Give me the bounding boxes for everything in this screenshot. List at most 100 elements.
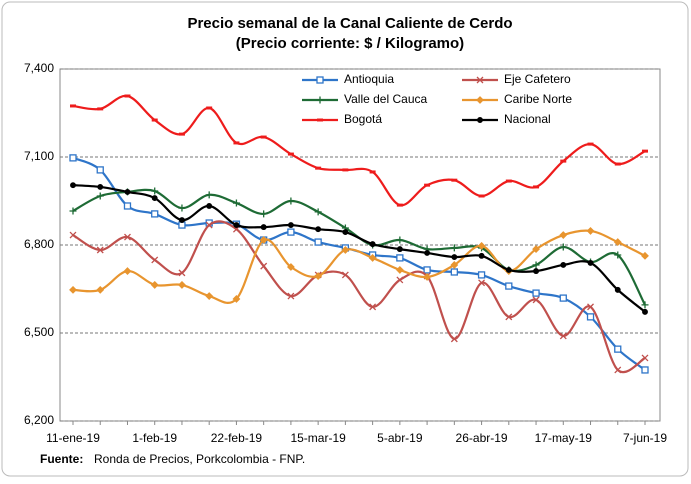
marker	[123, 202, 132, 210]
marker	[123, 267, 132, 276]
marker	[151, 195, 158, 202]
marker	[477, 271, 486, 279]
marker	[314, 272, 323, 281]
marker	[614, 286, 621, 293]
x-tick-label: 11-ene-19	[46, 431, 100, 445]
marker	[451, 254, 458, 260]
legend-label: Bogotá	[344, 112, 382, 126]
marker	[341, 271, 349, 279]
marker	[614, 345, 622, 353]
marker	[587, 259, 594, 266]
marker	[260, 224, 267, 231]
marker	[151, 187, 159, 195]
marker	[641, 251, 649, 260]
marker	[287, 292, 295, 300]
marker	[532, 245, 540, 254]
x-tick-label: 7-jun-19	[623, 431, 667, 445]
marker	[450, 261, 459, 269]
marker	[559, 332, 567, 340]
marker	[368, 253, 377, 262]
marker	[205, 292, 214, 300]
marker	[396, 254, 404, 262]
chart-frame	[1, 1, 689, 477]
chart-title: Precio semanal de la Canal Caliente de C…	[187, 15, 512, 32]
legend-label: Antioquia	[344, 72, 394, 86]
marker	[260, 210, 268, 218]
marker	[124, 233, 131, 241]
series-line	[72, 184, 646, 313]
marker	[641, 366, 649, 374]
y-tick-label: 6,500	[24, 325, 54, 339]
marker	[396, 276, 404, 284]
chart-subtitle: (Precio corriente: $ / Kilogramo)	[236, 35, 464, 52]
x-tick-label: 15-mar-19	[290, 431, 346, 445]
marker	[124, 188, 131, 195]
marker	[532, 296, 540, 304]
marker	[315, 226, 322, 233]
marker	[316, 76, 324, 84]
marker	[287, 228, 295, 236]
marker	[232, 295, 241, 303]
marker	[69, 154, 77, 162]
marker	[151, 210, 159, 218]
marker	[205, 221, 213, 229]
marker	[69, 207, 77, 215]
source-label: Fuente:	[40, 452, 83, 466]
marker	[314, 238, 322, 246]
marker	[69, 231, 77, 239]
y-tick-label: 6,800	[24, 237, 54, 251]
marker	[341, 246, 350, 254]
marker	[260, 262, 268, 270]
marker	[559, 231, 568, 239]
source: Ronda de Precios, Porkcolombia - FNP.	[94, 452, 305, 466]
marker	[70, 182, 76, 189]
marker	[232, 199, 240, 207]
marker	[613, 238, 622, 246]
marker	[369, 303, 377, 311]
legend-label: Valle del Cauca	[344, 92, 427, 106]
marker	[97, 183, 104, 190]
marker	[533, 268, 539, 275]
marker	[614, 366, 622, 374]
marker	[587, 303, 594, 311]
series-line	[72, 229, 646, 304]
legend-label: Nacional	[504, 112, 551, 126]
marker	[69, 285, 77, 294]
marker	[395, 266, 404, 274]
marker	[178, 269, 186, 277]
marker	[178, 280, 186, 289]
series-line	[72, 220, 646, 374]
x-tick-label: 26-abr-19	[456, 431, 508, 445]
marker	[206, 203, 213, 209]
marker	[560, 261, 567, 268]
marker	[477, 241, 486, 250]
marker	[450, 335, 458, 343]
marker	[532, 261, 540, 269]
marker	[559, 294, 567, 302]
marker	[233, 222, 240, 229]
marker	[423, 266, 431, 274]
series-line	[72, 94, 646, 207]
marker	[505, 266, 512, 273]
y-tick-label: 7,400	[24, 61, 54, 75]
marker	[179, 217, 185, 224]
marker	[642, 308, 648, 315]
marker	[150, 280, 159, 289]
marker	[96, 166, 104, 174]
marker	[314, 208, 322, 216]
marker	[478, 279, 486, 287]
marker	[424, 249, 431, 256]
marker	[450, 268, 458, 276]
marker	[476, 96, 484, 104]
y-tick-label: 7,100	[24, 149, 54, 163]
marker	[178, 204, 186, 212]
marker	[96, 192, 104, 200]
marker	[342, 229, 349, 236]
marker	[287, 222, 294, 229]
y-tick-label: 6,200	[24, 413, 54, 427]
x-tick-label: 22-feb-19	[211, 431, 263, 445]
marker	[423, 273, 432, 281]
marker	[205, 191, 213, 199]
marker	[450, 244, 458, 252]
